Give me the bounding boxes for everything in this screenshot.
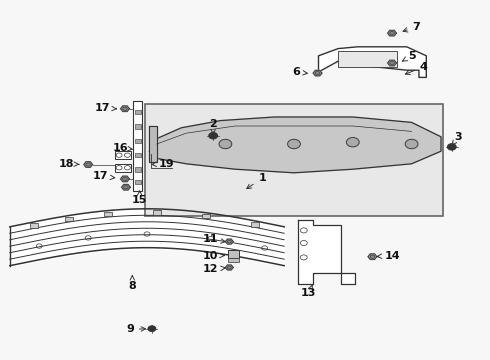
Text: 17: 17 <box>93 171 115 181</box>
Bar <box>133 101 142 191</box>
Bar <box>65 217 73 221</box>
Polygon shape <box>225 265 233 270</box>
Text: 4: 4 <box>405 62 428 75</box>
Bar <box>135 124 141 129</box>
Circle shape <box>211 134 216 137</box>
Bar <box>153 210 161 215</box>
Polygon shape <box>121 176 129 182</box>
Circle shape <box>288 139 300 149</box>
Bar <box>202 214 210 219</box>
Text: 11: 11 <box>203 234 225 244</box>
Text: 9: 9 <box>126 324 146 334</box>
Polygon shape <box>121 106 129 112</box>
Circle shape <box>447 144 456 150</box>
Text: 12: 12 <box>203 264 225 274</box>
Circle shape <box>450 145 454 148</box>
Polygon shape <box>313 70 322 76</box>
Polygon shape <box>318 47 426 77</box>
Bar <box>135 180 141 184</box>
Polygon shape <box>225 239 233 244</box>
Bar <box>115 151 131 159</box>
Text: 19: 19 <box>152 159 174 169</box>
Text: 10: 10 <box>203 251 224 261</box>
Polygon shape <box>149 126 157 162</box>
Circle shape <box>148 326 156 332</box>
Text: 18: 18 <box>58 159 79 169</box>
Bar <box>115 164 131 172</box>
Text: 6: 6 <box>293 67 307 77</box>
FancyBboxPatch shape <box>145 104 443 216</box>
Polygon shape <box>298 220 355 284</box>
Text: 14: 14 <box>377 251 400 261</box>
Bar <box>135 167 141 172</box>
Bar <box>338 51 397 67</box>
Bar <box>251 222 259 226</box>
Text: 16: 16 <box>112 143 132 153</box>
Polygon shape <box>388 60 396 66</box>
Bar <box>104 212 112 216</box>
Circle shape <box>209 132 218 139</box>
Text: 17: 17 <box>95 103 117 113</box>
Polygon shape <box>122 184 130 190</box>
Text: 8: 8 <box>128 275 136 291</box>
Bar <box>135 139 141 143</box>
Polygon shape <box>388 30 396 36</box>
Polygon shape <box>368 254 377 260</box>
Text: 13: 13 <box>301 285 317 298</box>
Bar <box>30 223 38 228</box>
Bar <box>228 250 239 258</box>
Text: 1: 1 <box>247 173 266 189</box>
Text: 2: 2 <box>209 119 217 135</box>
Text: 7: 7 <box>403 22 420 32</box>
Polygon shape <box>149 117 441 173</box>
Text: 3: 3 <box>452 132 462 145</box>
Bar <box>135 153 141 157</box>
Polygon shape <box>84 162 93 167</box>
Text: 5: 5 <box>402 51 416 61</box>
Circle shape <box>346 138 359 147</box>
Text: 15: 15 <box>132 191 147 205</box>
Bar <box>228 258 239 262</box>
Bar <box>135 110 141 114</box>
Circle shape <box>150 327 154 330</box>
Circle shape <box>405 139 418 149</box>
Circle shape <box>219 139 232 149</box>
